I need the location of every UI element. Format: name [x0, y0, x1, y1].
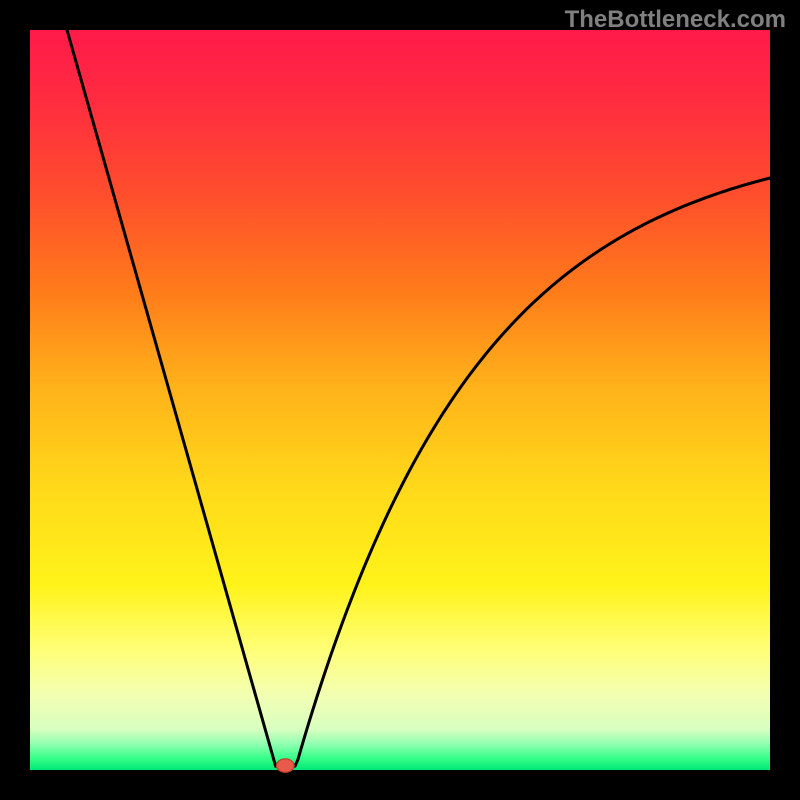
watermark-text: TheBottleneck.com — [565, 6, 786, 34]
optimal-point-marker — [276, 759, 294, 772]
chart-canvas: TheBottleneck.com — [0, 0, 800, 800]
chart-svg — [0, 0, 800, 800]
plot-area — [30, 30, 770, 770]
